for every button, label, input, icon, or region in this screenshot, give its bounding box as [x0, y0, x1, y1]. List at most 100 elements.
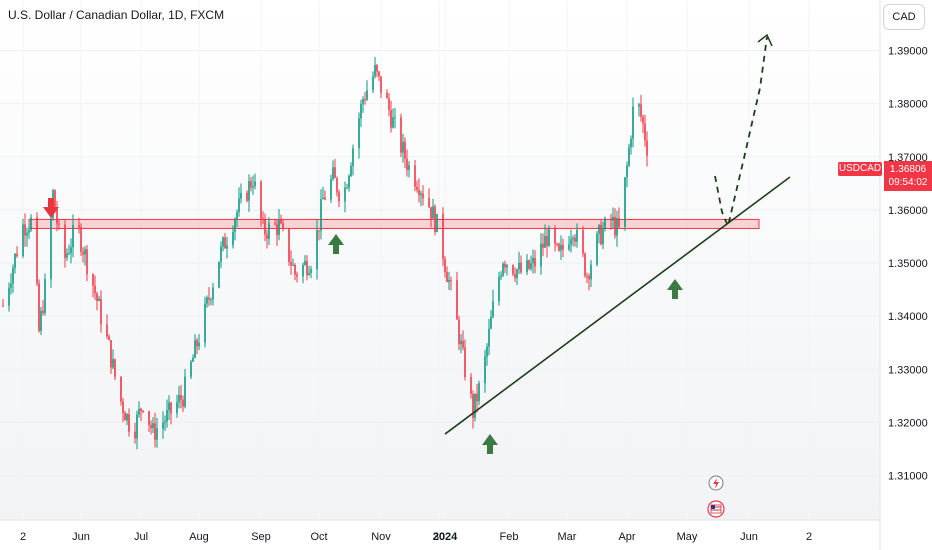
- candle-body: [252, 186, 254, 188]
- candle-body: [420, 193, 422, 196]
- candle-body: [518, 262, 520, 270]
- candle-body: [164, 421, 166, 423]
- candle-body: [576, 229, 578, 242]
- candle-body: [274, 223, 276, 225]
- candle-body: [546, 235, 548, 247]
- candle-body: [460, 340, 462, 345]
- candle-body: [602, 229, 604, 245]
- candle-body: [114, 359, 116, 377]
- candlestick-series: [2, 56, 648, 450]
- candle-body: [400, 117, 402, 153]
- candle-body: [260, 181, 262, 219]
- candle-body: [570, 239, 572, 245]
- candle-body: [108, 336, 110, 341]
- last-price: 1.36806: [889, 164, 927, 175]
- candle-body: [316, 230, 318, 270]
- candle-body: [572, 237, 574, 240]
- x-tick-label: Jun: [72, 531, 90, 543]
- candle-body: [124, 412, 126, 421]
- candle-body: [352, 148, 354, 167]
- candle-body: [80, 227, 82, 252]
- up-arrow-marker: [328, 234, 344, 254]
- candle-body: [16, 253, 18, 257]
- candle-body: [42, 310, 44, 313]
- candle-body: [610, 218, 612, 221]
- candle-body: [574, 237, 576, 242]
- candle-body: [554, 228, 556, 244]
- y-tick-label: 1.32000: [888, 417, 928, 429]
- candle-body: [82, 251, 84, 255]
- candle-body: [262, 218, 264, 221]
- candle-body: [528, 260, 530, 269]
- candle-body: [148, 411, 150, 425]
- candle-body: [126, 414, 128, 421]
- candle-body: [402, 141, 404, 153]
- candle-body: [294, 264, 296, 275]
- candle-body: [442, 213, 444, 259]
- y-tick-label: 1.38000: [888, 99, 928, 111]
- candle-body: [320, 199, 322, 231]
- resistance-zone: [28, 218, 760, 229]
- candle-body: [10, 283, 12, 288]
- candle-body: [612, 216, 614, 221]
- candle-body: [338, 192, 340, 202]
- candle-body: [584, 253, 586, 276]
- x-tick-label: 30: [433, 531, 445, 543]
- y-tick-label: 1.33000: [888, 364, 928, 376]
- candle-body: [476, 393, 478, 402]
- candle-body: [226, 245, 228, 249]
- x-tick-label: Aug: [189, 531, 209, 543]
- candle-body: [414, 165, 416, 187]
- candle-body: [128, 414, 130, 432]
- candle-body: [484, 356, 486, 384]
- candle-body: [156, 428, 158, 440]
- candle-body: [474, 393, 476, 418]
- candle-body: [560, 244, 562, 251]
- candle-body: [544, 235, 546, 248]
- candle-body: [12, 267, 14, 284]
- candle-body: [346, 187, 348, 189]
- candle-body: [248, 181, 250, 201]
- candle-body: [184, 376, 186, 407]
- candle-body: [626, 165, 628, 178]
- candle-body: [582, 229, 584, 254]
- projection-arrowhead: [757, 33, 773, 47]
- candle-body: [28, 230, 30, 233]
- candle-body: [50, 218, 52, 280]
- x-tick-label: 2: [20, 531, 26, 543]
- candle-body: [166, 410, 168, 422]
- candle-body: [140, 408, 142, 411]
- candle-body: [142, 410, 144, 412]
- candle-body: [432, 206, 434, 219]
- candle-body: [386, 92, 388, 99]
- candle-body: [504, 263, 506, 268]
- candle-body: [444, 258, 446, 273]
- candle-body: [78, 225, 80, 228]
- candle-body: [66, 253, 68, 258]
- candle-body: [500, 275, 502, 278]
- candle-body: [618, 218, 620, 227]
- candle-body: [264, 220, 266, 235]
- candle-body: [178, 395, 180, 403]
- x-tick-label: Mar: [558, 531, 577, 543]
- candle-body: [96, 293, 98, 301]
- candle-body: [254, 181, 256, 187]
- x-tick-label: May: [677, 531, 698, 543]
- symbol-price-label: USDCAD: [838, 162, 882, 176]
- candle-body: [44, 279, 46, 313]
- candle-body: [416, 186, 418, 190]
- candle-body: [470, 377, 472, 395]
- y-tick-label: 1.31000: [888, 471, 928, 483]
- candle-body: [150, 424, 152, 429]
- x-tick-label: 2: [806, 531, 812, 543]
- candle-body: [530, 263, 532, 269]
- candle-body: [590, 264, 592, 280]
- currency-button[interactable]: CAD: [883, 4, 925, 30]
- candle-body: [168, 402, 170, 411]
- candle-body: [162, 422, 164, 429]
- candle-body: [310, 269, 312, 274]
- candle-body: [234, 219, 236, 232]
- candle-body: [436, 213, 438, 233]
- y-tick-label: 1.35000: [888, 258, 928, 270]
